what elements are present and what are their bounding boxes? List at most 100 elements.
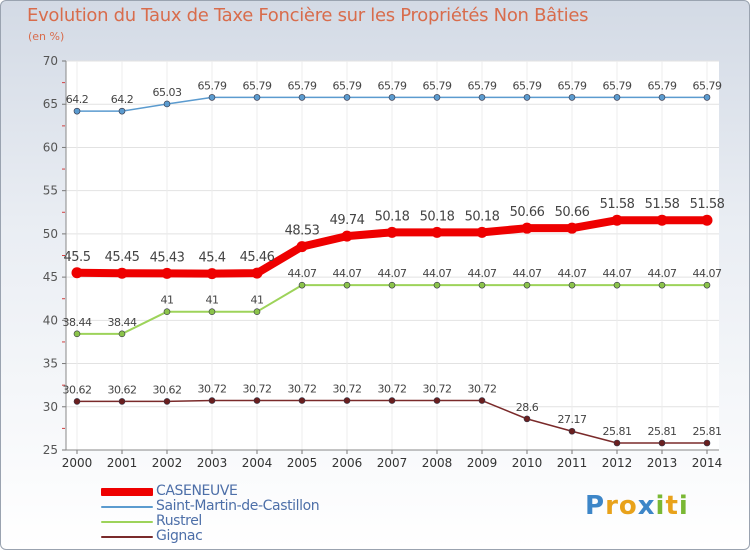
data-point-rustrel-2013: [658, 281, 666, 289]
data-point-rustrel-2008: [433, 281, 441, 289]
data-label-rustrel-2008: 44.07: [423, 267, 452, 280]
data-label-rustrel-2011: 44.07: [558, 267, 587, 280]
data-label-rustrel-2003: 41: [206, 294, 219, 307]
data-label-gignac-2011: 27.17: [558, 413, 587, 426]
logo-letter: r: [605, 491, 619, 521]
data-point-saint-martin-2005: [298, 94, 306, 101]
chart-subtitle: (en %): [28, 30, 65, 43]
data-point-caseneuve-2010: [521, 222, 533, 234]
data-point-caseneuve-2014: [701, 214, 713, 226]
data-label-gignac-2005: 30.72: [288, 383, 317, 396]
data-point-rustrel-2012: [613, 281, 621, 289]
logo-letter: t: [665, 491, 679, 521]
data-label-gignac-2007: 30.72: [378, 383, 407, 396]
y-tick-label-35: 35: [43, 357, 58, 371]
data-label-rustrel-2001: 38.44: [108, 316, 137, 329]
data-point-saint-martin-2014: [703, 94, 711, 101]
data-label-saint-martin-2008: 65.79: [423, 79, 452, 92]
legend-swatch-caseneuve: [101, 488, 153, 496]
legend-label-rustrel: Rustrel: [156, 513, 202, 529]
x-tick-label-2012: 2012: [602, 456, 633, 470]
y-tick-label-40: 40: [43, 313, 58, 327]
y-tick-label-25: 25: [43, 443, 58, 457]
logo-letter: i: [655, 491, 666, 521]
legend-swatch-rustrel: [101, 521, 153, 523]
data-label-gignac-2004: 30.72: [243, 383, 272, 396]
logo-letter: o: [618, 491, 638, 521]
data-label-gignac-2003: 30.72: [198, 383, 227, 396]
data-point-rustrel-2003: [208, 308, 216, 315]
data-label-caseneuve-2008: 50.18: [420, 209, 455, 224]
data-label-saint-martin-2010: 65.79: [513, 79, 542, 92]
y-tick-label-55: 55: [43, 184, 58, 198]
data-label-rustrel-2013: 44.07: [648, 267, 677, 280]
data-point-caseneuve-2012: [611, 214, 623, 226]
proxiti-logo: Proxiti: [585, 491, 689, 521]
data-point-gignac-2009: [478, 397, 486, 404]
data-label-saint-martin-2003: 65.79: [198, 79, 227, 92]
data-label-rustrel-2012: 44.07: [603, 267, 632, 280]
data-label-caseneuve-2001: 45.45: [105, 250, 140, 265]
data-point-caseneuve-2004: [251, 267, 263, 279]
data-label-gignac-2001: 30.62: [108, 383, 137, 396]
legend-swatch-saint-martin: [101, 506, 153, 508]
y-tick-label-45: 45: [43, 270, 58, 284]
x-tick-label-2005: 2005: [287, 456, 318, 470]
data-point-gignac-2005: [298, 397, 306, 404]
logo-letter: i: [678, 491, 689, 521]
x-tick-label-2002: 2002: [152, 456, 183, 470]
data-label-saint-martin-2014: 65.79: [693, 79, 722, 92]
y-tick-label-30: 30: [43, 400, 58, 414]
x-tick-label-2000: 2000: [62, 456, 93, 470]
data-label-rustrel-2007: 44.07: [378, 267, 407, 280]
data-label-caseneuve-2006: 49.74: [330, 213, 365, 228]
data-point-gignac-2003: [208, 397, 216, 404]
data-label-caseneuve-2013: 51.58: [645, 197, 680, 212]
data-label-rustrel-2010: 44.07: [513, 267, 542, 280]
data-point-gignac-2008: [433, 397, 441, 404]
data-label-rustrel-2009: 44.07: [468, 267, 497, 280]
data-label-caseneuve-2007: 50.18: [375, 209, 410, 224]
data-label-gignac-2013: 25.81: [648, 425, 677, 438]
data-label-rustrel-2005: 44.07: [288, 267, 317, 280]
data-label-caseneuve-2004: 45.46: [240, 250, 275, 265]
data-label-caseneuve-2014: 51.58: [690, 197, 725, 212]
data-label-rustrel-2002: 41: [161, 294, 174, 307]
legend-swatch-gignac: [101, 536, 153, 538]
data-label-rustrel-2000: 38.44: [63, 316, 92, 329]
data-point-gignac-2013: [658, 439, 666, 447]
logo-letter: P: [585, 491, 606, 521]
data-point-caseneuve-2001: [116, 267, 128, 279]
data-point-saint-martin-2011: [568, 94, 576, 101]
data-label-rustrel-2014: 44.07: [693, 267, 722, 280]
x-tick-label-2009: 2009: [467, 456, 498, 470]
x-tick-label-2014: 2014: [692, 456, 723, 470]
data-label-caseneuve-2012: 51.58: [600, 197, 635, 212]
data-label-saint-martin-2000: 64.2: [66, 93, 89, 106]
x-tick-label-2004: 2004: [242, 456, 273, 470]
x-tick-label-2008: 2008: [422, 456, 453, 470]
x-tick-label-2003: 2003: [197, 456, 228, 470]
data-label-gignac-2009: 30.72: [468, 383, 497, 396]
chart-title: Evolution du Taux de Taxe Foncière sur l…: [27, 5, 589, 26]
data-label-gignac-2002: 30.62: [153, 383, 182, 396]
data-label-gignac-2008: 30.72: [423, 383, 452, 396]
data-point-saint-martin-2003: [208, 94, 216, 101]
data-point-saint-martin-2009: [478, 94, 486, 101]
data-point-saint-martin-2007: [388, 94, 396, 101]
data-point-rustrel-2009: [478, 281, 486, 289]
data-label-saint-martin-2009: 65.79: [468, 79, 497, 92]
y-tick-label-50: 50: [43, 227, 58, 241]
data-label-caseneuve-2011: 50.66: [555, 205, 590, 220]
data-label-gignac-2012: 25.81: [603, 425, 632, 438]
x-tick-label-2001: 2001: [107, 456, 138, 470]
data-label-saint-martin-2011: 65.79: [558, 79, 587, 92]
data-label-caseneuve-2002: 45.43: [150, 250, 185, 265]
data-point-caseneuve-2006: [341, 230, 353, 242]
x-tick-label-2010: 2010: [512, 456, 543, 470]
data-point-rustrel-2006: [343, 281, 351, 289]
data-point-caseneuve-2008: [431, 226, 443, 238]
legend-label-gignac: Gignac: [156, 528, 203, 544]
data-point-caseneuve-2013: [656, 214, 668, 226]
